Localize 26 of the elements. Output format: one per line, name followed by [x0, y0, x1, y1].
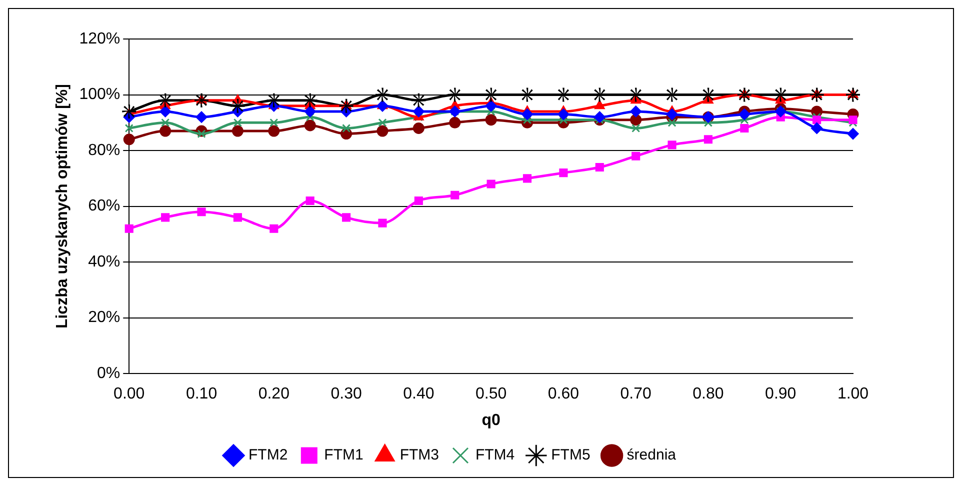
legend-label: FTM2 — [248, 446, 288, 464]
x-tick-label: 0.60 — [548, 386, 580, 403]
x-tick-label: 1.00 — [837, 386, 869, 403]
x-tick-label: 0.70 — [620, 386, 652, 403]
y-tick-label: 100% — [79, 86, 120, 104]
legend-label: FTM1 — [324, 446, 364, 464]
x-tick-label: 0.10 — [186, 386, 218, 403]
y-tick-label: 120% — [79, 30, 120, 48]
x-tick-label: 0.90 — [765, 386, 796, 403]
x-axis-title: q0 — [482, 412, 500, 429]
legend-label: FTM3 — [400, 446, 439, 464]
y-tick-label: 40% — [88, 253, 120, 270]
y-tick-label: 60% — [88, 198, 120, 215]
x-tick-label: 0.80 — [692, 386, 724, 403]
y-tick-label: 80% — [88, 142, 120, 159]
x-tick-label: 0.00 — [114, 386, 145, 403]
legend-label: FTM4 — [475, 446, 515, 464]
y-tick-label: 20% — [88, 309, 120, 326]
x-tick-label: 0.50 — [475, 386, 507, 403]
legend-label: FTM5 — [551, 446, 590, 464]
y-axis-title: Liczba uzyskanych optimów [%] — [54, 84, 72, 329]
x-tick-label: 0.20 — [258, 386, 290, 403]
legend-label: średnia — [626, 446, 677, 464]
y-tick-label: 0% — [96, 365, 120, 382]
x-tick-label: 0.30 — [330, 386, 362, 403]
x-tick-label: 0.40 — [403, 386, 434, 403]
